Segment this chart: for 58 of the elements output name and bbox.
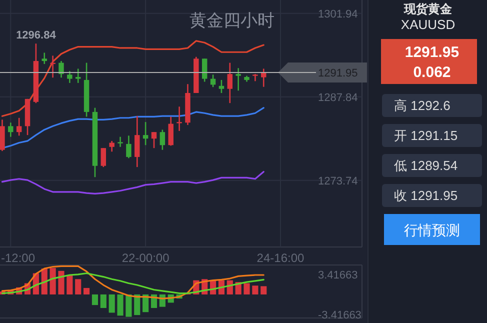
candlestick (227, 62, 233, 104)
candlestick (126, 134, 132, 159)
candlestick (142, 121, 148, 146)
text: 收 1291.95 (394, 188, 458, 203)
candlestick (151, 131, 157, 149)
candlestick (100, 147, 106, 168)
bar (100, 294, 106, 308)
candlestick (134, 115, 140, 168)
bar (92, 294, 98, 306)
candlestick (118, 136, 123, 148)
line-series (1, 272, 264, 294)
text: XAUUSD (400, 17, 456, 32)
bar (108, 294, 115, 313)
x-tick-label: 22-00:00 (122, 251, 170, 265)
candlestick (168, 116, 174, 146)
candlestick (58, 60, 64, 78)
candlestick (218, 79, 224, 94)
candlestick (8, 122, 14, 138)
bar (66, 275, 73, 294)
bar (126, 294, 132, 317)
candlestick (109, 140, 114, 152)
line-series (1, 265, 264, 300)
text: 低 1289.54 (394, 158, 458, 173)
bar (244, 283, 250, 294)
candlestick (236, 67, 241, 92)
bar (50, 268, 56, 294)
candlestick (0, 119, 5, 152)
candlestick (202, 58, 208, 82)
text: 黄金四小时 (190, 11, 274, 30)
candlestick (160, 129, 166, 151)
y-tick-label: 1273.74 (318, 175, 358, 188)
y-tick-label: 1301.94 (318, 8, 358, 20)
text: 0.062 (413, 64, 451, 81)
line-series (1, 40, 264, 117)
y-tick-label: 3.41663 (318, 269, 358, 282)
candlestick (42, 52, 47, 65)
line-series (1, 170, 264, 194)
bar (134, 294, 140, 316)
candlestick (16, 117, 22, 136)
bar (75, 279, 82, 294)
candlestick (75, 68, 81, 84)
y-tick-label: -3.41663 (318, 310, 362, 322)
annotation: 1296.84 (16, 30, 57, 42)
bar (252, 286, 258, 294)
text: 开 1291.15 (394, 128, 458, 143)
text: 1291.95 (404, 44, 460, 61)
bar (117, 294, 124, 316)
text: 现货黄金 (403, 2, 453, 16)
text: 高 1292.6 (394, 98, 450, 113)
x-tick-label: 24-16:00 (256, 251, 304, 265)
candlestick (67, 70, 72, 84)
bar (58, 270, 64, 294)
candlestick (261, 68, 266, 88)
bar (260, 286, 267, 294)
text: 行情预测 (404, 222, 460, 238)
bar (84, 288, 90, 294)
y-tick-label: 1287.84 (318, 92, 358, 104)
x-tick-label: -12:00 (1, 251, 36, 265)
